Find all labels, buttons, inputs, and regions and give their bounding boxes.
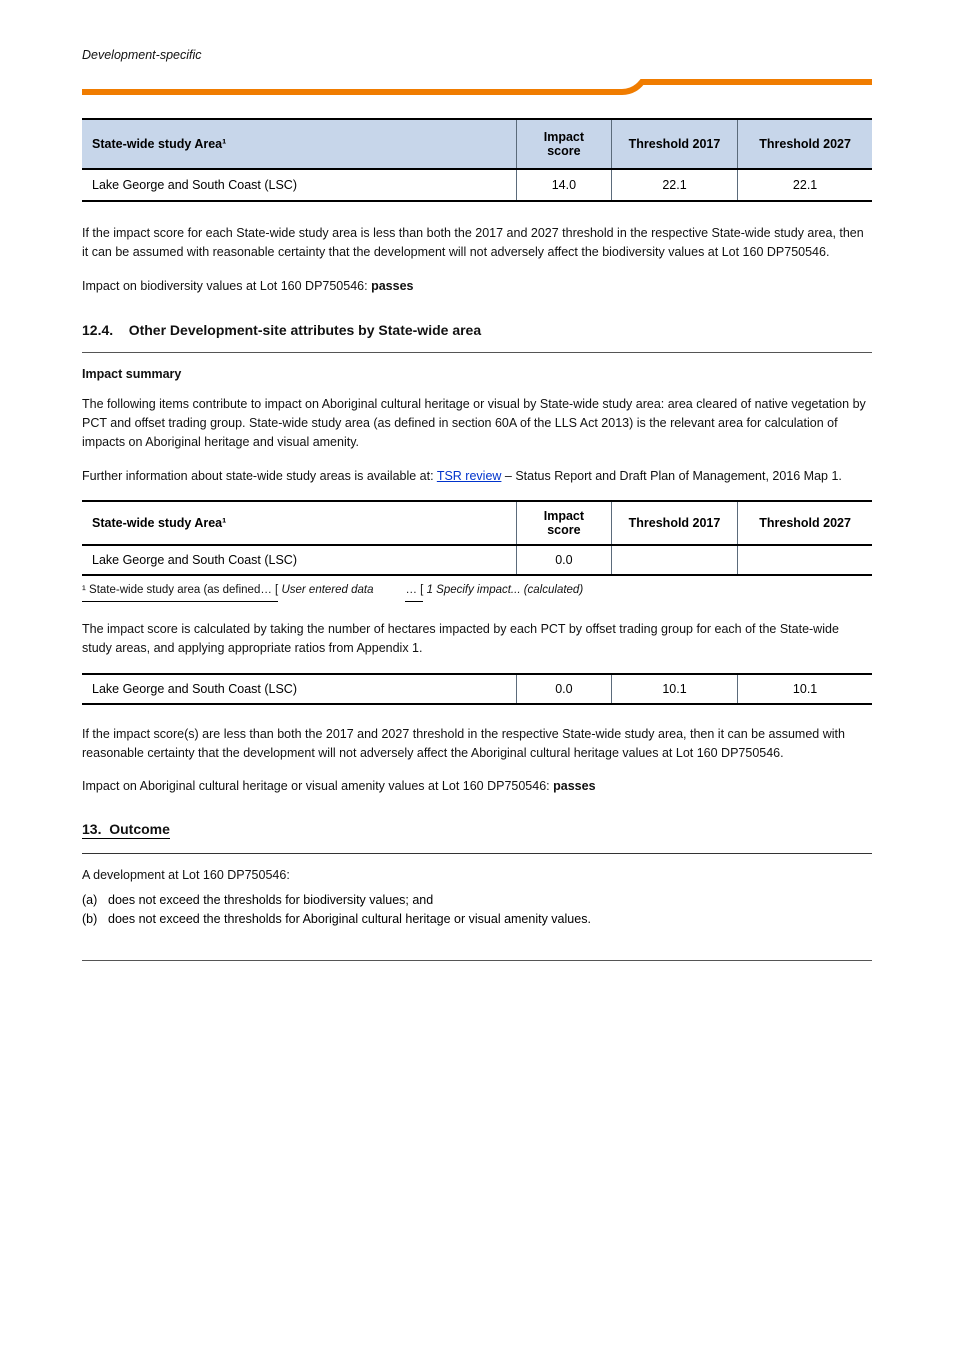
para-reference: Further information about state‑wide stu… bbox=[82, 467, 872, 486]
table-row: Lake George and South Coast (LSC) 14.0 2… bbox=[82, 169, 872, 201]
para-aboriginal: The following items contribute to impact… bbox=[82, 395, 872, 453]
cell-area: Lake George and South Coast (LSC) bbox=[82, 169, 517, 201]
heading-12-4: 12.4. Other Development‑site attributes … bbox=[82, 322, 872, 338]
outcome-b: does not exceed the thresholds for Abori… bbox=[108, 912, 591, 926]
footnote-1-a: ¹ State‑wide study area (as defined… [ bbox=[82, 582, 278, 602]
table-culture-thresholds: Lake George and South Coast (LSC) 0.0 10… bbox=[82, 673, 872, 705]
cultural-result-value: passes bbox=[553, 779, 595, 793]
table-row: State‑wide study Area¹ Impact score Thre… bbox=[82, 501, 872, 545]
cell bbox=[738, 545, 872, 575]
outcome-list: (a) does not exceed the thresholds for bi… bbox=[82, 891, 872, 930]
cell: State‑wide study Area¹ bbox=[82, 501, 517, 545]
para-threshold-explain: If the impact score(s) are less than bot… bbox=[82, 725, 872, 764]
cell-t2027: 22.1 bbox=[738, 169, 872, 201]
col-t2027: Threshold 2027 bbox=[738, 119, 872, 169]
cultural-result-line: Impact on Aboriginal cultural heritage o… bbox=[82, 777, 872, 796]
cell: Threshold 2027 bbox=[738, 501, 872, 545]
cell: 10.1 bbox=[611, 674, 737, 704]
impact-result-value: passes bbox=[371, 279, 413, 293]
outcome-intro: A development at Lot 160 DP750546: bbox=[82, 866, 872, 885]
cell: Lake George and South Coast (LSC) bbox=[82, 674, 517, 704]
cultural-result-label: Impact on Aboriginal cultural heritage o… bbox=[82, 779, 550, 793]
table-header-row: State‑wide study Area¹ Impact score Thre… bbox=[82, 119, 872, 169]
col-impact: Impact score bbox=[517, 119, 612, 169]
ref-suffix: – Status Report and Draft Plan of Manage… bbox=[501, 469, 841, 483]
cell: 0.0 bbox=[517, 545, 612, 575]
cell bbox=[611, 545, 737, 575]
impact-result-line: Impact on biodiversity values at Lot 160… bbox=[82, 277, 872, 296]
cell: Threshold 2017 bbox=[611, 501, 737, 545]
footer-rule bbox=[82, 960, 872, 961]
table-row: Lake George and South Coast (LSC) 0.0 10… bbox=[82, 674, 872, 704]
para-score-desc: The impact score is calculated by taking… bbox=[82, 620, 872, 659]
footnote-2-a: … [ bbox=[405, 582, 423, 602]
marker-b: (b) bbox=[82, 910, 97, 929]
table-statewide-thresholds: State‑wide study Area¹ Impact score Thre… bbox=[82, 118, 872, 202]
impact-result-label: Impact on biodiversity values at Lot 160… bbox=[82, 279, 368, 293]
tsr-review-link[interactable]: TSR review bbox=[437, 469, 502, 483]
list-item: (a)does not exceed the thresholds for bi… bbox=[108, 891, 872, 910]
col-t2017: Threshold 2017 bbox=[611, 119, 737, 169]
heading-impact-summary: Impact summary bbox=[82, 365, 872, 384]
cell: Lake George and South Coast (LSC) bbox=[82, 545, 517, 575]
marker-a: (a) bbox=[82, 891, 97, 910]
ref-prefix: Further information about state‑wide stu… bbox=[82, 469, 437, 483]
outcome-a: does not exceed the thresholds for biodi… bbox=[108, 893, 433, 907]
footnote-2-b: 1 Specify impact... (calculated) bbox=[427, 584, 584, 596]
cell: Impact score bbox=[517, 501, 612, 545]
divider bbox=[82, 853, 872, 854]
table-statewide-impact: State‑wide study Area¹ Impact score Thre… bbox=[82, 500, 872, 576]
heading-13-text: 13. Outcome bbox=[82, 821, 170, 839]
list-item: (b)does not exceed the thresholds for Ab… bbox=[108, 910, 872, 929]
footnote-1-b: User entered data bbox=[281, 584, 373, 596]
footnote-1: ¹ State‑wide study area (as defined… [ U… bbox=[82, 582, 872, 602]
heading-13: 13. Outcome bbox=[82, 821, 872, 839]
cell-t2017: 22.1 bbox=[611, 169, 737, 201]
divider bbox=[82, 352, 872, 353]
table-row: Lake George and South Coast (LSC) 0.0 bbox=[82, 545, 872, 575]
cell-impact: 14.0 bbox=[517, 169, 612, 201]
col-area: State‑wide study Area¹ bbox=[82, 119, 517, 169]
header-note: Development‑specific bbox=[82, 48, 202, 62]
cell: 0.0 bbox=[517, 674, 612, 704]
header-rule bbox=[82, 76, 872, 104]
cell: 10.1 bbox=[738, 674, 872, 704]
para-impact-explain: If the impact score for each State‑wide … bbox=[82, 224, 872, 263]
